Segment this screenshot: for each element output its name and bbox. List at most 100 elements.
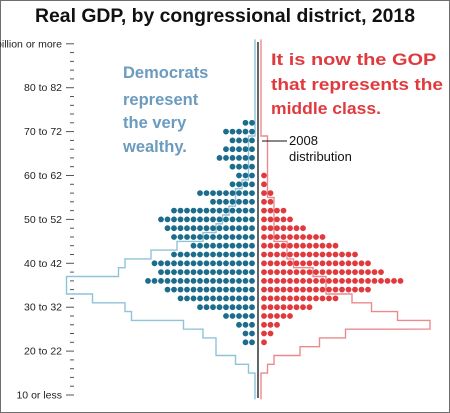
republican-district-dot bbox=[384, 278, 391, 284]
republican-district-dot bbox=[339, 269, 345, 275]
democrat-district-dot bbox=[158, 278, 164, 284]
democrat-district-dot bbox=[216, 207, 223, 214]
democrat-district-dot bbox=[249, 242, 255, 249]
republican-district-dot bbox=[332, 286, 339, 293]
democrat-district-dot bbox=[236, 321, 242, 328]
democrat-district-dot bbox=[242, 251, 249, 258]
democrat-district-dot bbox=[249, 304, 255, 311]
republican-district-dot bbox=[293, 286, 300, 293]
republican-district-dot bbox=[345, 260, 352, 267]
republican-district-dot bbox=[352, 251, 358, 258]
republican-district-dot bbox=[378, 278, 384, 284]
democrat-district-dot bbox=[236, 172, 242, 179]
republican-district-dot bbox=[280, 234, 287, 240]
democrat-district-dot bbox=[242, 172, 249, 179]
democrat-district-dot bbox=[223, 242, 229, 249]
republican-district-dot bbox=[332, 295, 339, 302]
democrat-district-dot bbox=[242, 339, 249, 346]
democrat-district-dot bbox=[236, 313, 242, 319]
democrat-district-dot bbox=[216, 190, 223, 197]
democrat-district-dot bbox=[184, 278, 190, 284]
distribution-2008-label-line: distribution bbox=[289, 149, 352, 164]
republican-district-dot bbox=[371, 269, 378, 275]
democrat-district-dot bbox=[229, 155, 236, 161]
democrat-district-dot bbox=[242, 304, 249, 311]
republican-district-dot bbox=[300, 295, 306, 302]
y-tick-label: $90 billion or more bbox=[0, 38, 62, 50]
republican-district-dot bbox=[300, 304, 306, 311]
democrat-district-dot bbox=[236, 295, 242, 302]
democrat-district-dot bbox=[216, 225, 223, 232]
republican-district-dot bbox=[300, 225, 306, 232]
democrat-district-dot bbox=[203, 207, 210, 214]
republican-district-dot bbox=[319, 251, 326, 258]
republican-district-dot bbox=[261, 216, 267, 223]
republican-district-dot bbox=[261, 260, 267, 267]
republican-district-dot bbox=[345, 278, 352, 284]
democrat-district-dot bbox=[229, 146, 236, 153]
democrat-district-dot bbox=[236, 128, 242, 135]
republican-district-dot bbox=[293, 269, 300, 275]
democrat-district-dot bbox=[216, 251, 223, 258]
democrat-district-dot bbox=[184, 295, 190, 302]
democrat-district-dot bbox=[229, 251, 236, 258]
republican-district-dot bbox=[274, 234, 280, 240]
republican-district-dot bbox=[267, 260, 274, 267]
democrat-district-dot bbox=[229, 295, 236, 302]
democrat-district-dot bbox=[190, 278, 197, 284]
republican-district-dot bbox=[267, 190, 274, 197]
republican-district-dot bbox=[267, 242, 274, 249]
democrat-district-dot bbox=[216, 260, 223, 267]
democrat-district-dot bbox=[158, 260, 164, 267]
republican-district-dot bbox=[365, 269, 371, 275]
democrat-district-dot bbox=[229, 225, 236, 232]
democrat-district-dot bbox=[177, 260, 184, 267]
republican-district-dot bbox=[306, 269, 313, 275]
republican-district-dot bbox=[293, 295, 300, 302]
democrat-district-dot bbox=[164, 269, 171, 275]
republican-district-dot bbox=[267, 207, 274, 214]
republican-district-dot bbox=[319, 234, 326, 240]
republican-district-dot bbox=[313, 295, 319, 302]
democrat-district-dot bbox=[210, 234, 216, 240]
republican-district-dot bbox=[326, 251, 332, 258]
democrat-district-dot bbox=[171, 260, 177, 267]
democrat-district-dot bbox=[197, 216, 203, 223]
democrat-district-dot bbox=[229, 313, 236, 319]
republican-district-dot bbox=[261, 172, 267, 179]
republican-district-dot bbox=[287, 304, 293, 311]
democrat-district-dot bbox=[223, 128, 229, 135]
distribution-2008-outline-republican bbox=[260, 39, 431, 400]
republican-district-dot bbox=[306, 251, 313, 258]
republican-district-dot bbox=[339, 278, 345, 284]
democrat-district-dot bbox=[236, 198, 242, 205]
republican-district-dot bbox=[267, 295, 274, 302]
republican-district-dot bbox=[267, 234, 274, 240]
democrat-district-dot bbox=[223, 295, 229, 302]
democrat-district-dot bbox=[242, 286, 249, 293]
distribution-2008-outline-democrat bbox=[65, 39, 256, 400]
democrat-district-dot bbox=[249, 216, 255, 223]
democrat-district-dot bbox=[249, 119, 255, 126]
republican-district-dot bbox=[293, 260, 300, 267]
y-tick-label: 80 to 82 bbox=[24, 82, 62, 94]
republican-district-dot bbox=[261, 278, 267, 284]
democrat-district-dot bbox=[229, 190, 236, 197]
democrat-district-dot bbox=[203, 286, 210, 293]
democrat-district-dot bbox=[216, 278, 223, 284]
republican-district-dot bbox=[352, 269, 358, 275]
democrat-district-dot bbox=[236, 286, 242, 293]
republican-district-dot bbox=[287, 251, 293, 258]
republican-district-dot bbox=[313, 286, 319, 293]
democrat-district-dot bbox=[242, 137, 249, 144]
democrat-district-dot bbox=[229, 242, 236, 249]
republican-district-dot bbox=[332, 269, 339, 275]
democrat-district-dot bbox=[249, 251, 255, 258]
democrat-district-dot bbox=[171, 251, 177, 258]
democrat-district-dot bbox=[210, 198, 216, 205]
democrat-district-dot bbox=[249, 234, 255, 240]
republican-district-dot bbox=[313, 278, 319, 284]
democrat-district-dot bbox=[197, 207, 203, 214]
republican-district-dot bbox=[274, 321, 280, 328]
republican-district-dot bbox=[332, 242, 339, 249]
